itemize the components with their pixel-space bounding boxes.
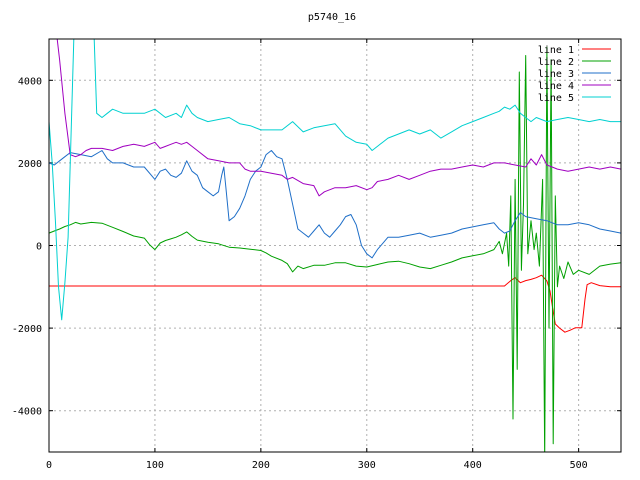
y-tick-label: 0 <box>36 242 42 253</box>
plot-frame <box>48 38 622 453</box>
legend-label: line 5 <box>538 93 574 104</box>
series-line-line-1 <box>49 274 621 333</box>
chart-title: p5740_16 <box>308 12 356 23</box>
y-tick-label: -4000 <box>12 407 42 418</box>
x-tick-label: 500 <box>570 460 588 471</box>
x-tick-label: 300 <box>358 460 376 471</box>
axis-ticks: 0 100 200 300 400 500 -4000 -2000 0 2000 4000 <box>12 39 621 471</box>
legend-label: line 3 <box>538 69 574 80</box>
series-lines <box>49 39 621 452</box>
x-tick-label: 200 <box>252 460 270 471</box>
legend-label: line 4 <box>538 81 574 92</box>
x-tick-label: 0 <box>46 460 52 471</box>
y-tick-label: -2000 <box>12 324 42 335</box>
grid-lines <box>49 39 621 452</box>
y-tick-label: 2000 <box>18 159 42 170</box>
series-line-line-2 <box>49 46 621 452</box>
series-line-line-3 <box>49 150 621 259</box>
x-tick-label: 100 <box>146 460 164 471</box>
x-tick-label: 400 <box>464 460 482 471</box>
series-line-line-5 <box>49 39 621 321</box>
y-tick-label: 4000 <box>18 76 42 87</box>
legend-label: line 2 <box>538 57 574 68</box>
series-line-line-4 <box>56 39 621 197</box>
legend-label: line 1 <box>538 45 574 56</box>
